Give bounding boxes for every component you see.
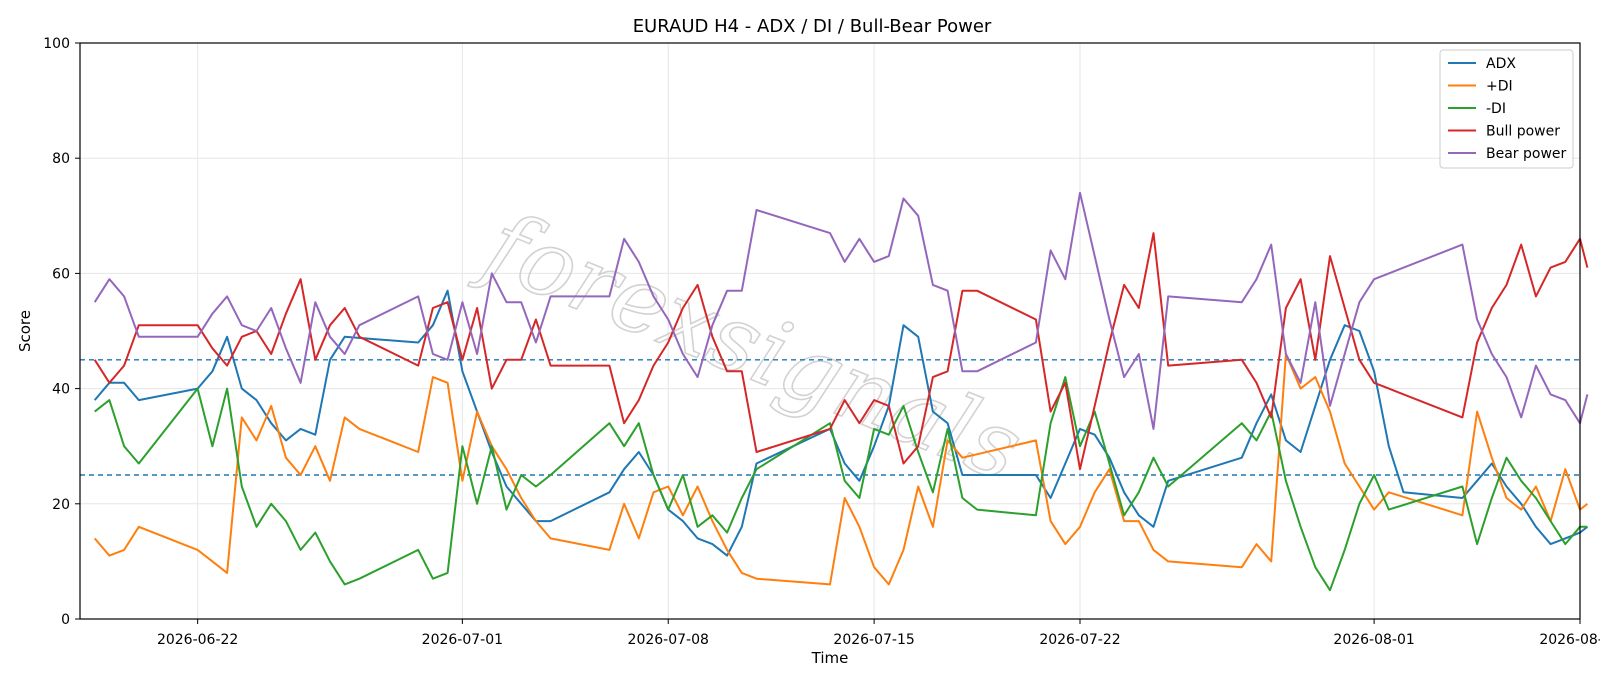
- series-line-di: [93, 353, 1589, 586]
- y-tick-label: 20: [52, 497, 70, 513]
- x-tick-label: 2026-07-22: [1039, 632, 1120, 648]
- x-tick-label: 2026-08-08: [1539, 632, 1600, 648]
- y-tick-label: 80: [52, 151, 70, 167]
- x-tick-label: 2026-07-08: [628, 632, 709, 648]
- y-axis-ticks: 0 20 40 60 80 100: [43, 36, 80, 628]
- x-tick-label: 2026-06-22: [157, 632, 238, 648]
- legend: ADX +DI -DI Bull power Bear power: [1439, 49, 1574, 169]
- chart-title: EURAUD H4 - ADX / DI / Bull-Bear Power: [633, 16, 992, 37]
- series-lines: [93, 191, 1589, 592]
- x-tick-label: 2026-08-01: [1333, 632, 1414, 648]
- x-tick-label: 2026-07-15: [833, 632, 914, 648]
- legend-label: +DI: [1486, 79, 1513, 95]
- series-line-bull-power: [93, 232, 1589, 471]
- legend-label: Bull power: [1486, 124, 1560, 140]
- x-tick-label: 2026-07-01: [422, 632, 503, 648]
- plot-frame: [79, 42, 1581, 620]
- legend-label: Bear power: [1486, 146, 1567, 162]
- y-axis-title: Score: [16, 310, 34, 352]
- legend-box: [1439, 49, 1574, 169]
- y-tick-label: 0: [61, 612, 70, 628]
- y-tick-label: 40: [52, 382, 70, 398]
- legend-label: ADX: [1486, 56, 1516, 72]
- series-line-bear-power: [93, 191, 1589, 430]
- y-tick-label: 60: [52, 266, 70, 282]
- y-tick-label: 100: [43, 36, 70, 52]
- series-line-di: [94, 376, 1588, 592]
- x-axis-title: Time: [811, 649, 849, 667]
- reference-lines: [80, 359, 1580, 476]
- x-axis-ticks: 2026-06-22 2026-07-01 2026-07-08 2026-07-15…: [157, 619, 1600, 648]
- legend-label: -DI: [1486, 101, 1506, 117]
